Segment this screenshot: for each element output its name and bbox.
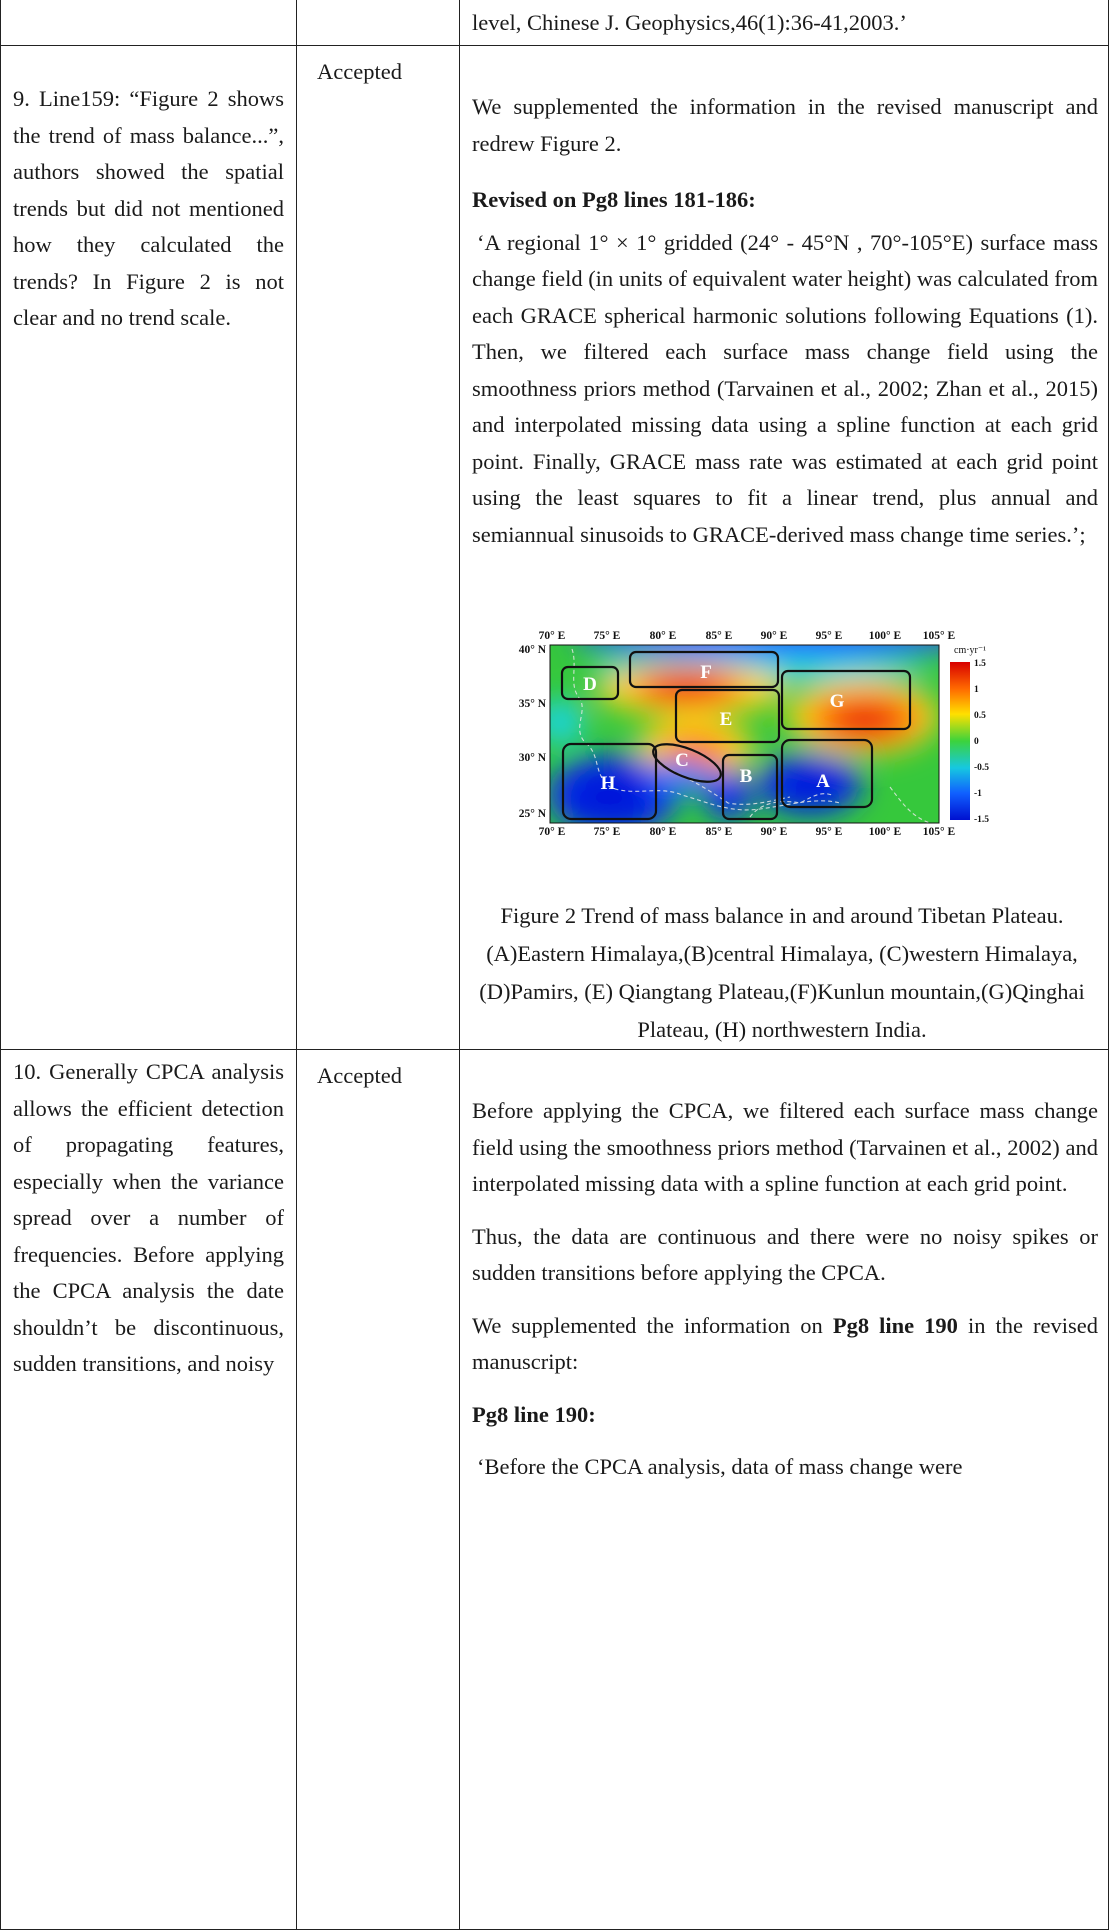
response-cell-10: Before applying the CPCA, we filtered ea… [459,1049,1109,1930]
colorbar-tick: 1.5 [974,659,986,669]
table-row-comment-10: 10. Generally CPCA analysis allows the e… [0,1049,1109,1930]
colorbar-ticks: 1.5 1 0.5 0 -0.5 -1 -1.5 [974,659,989,825]
region-label-c: C [675,750,689,771]
x-tick-bottom: 85° E [706,826,733,838]
colorbar-tick: 1 [974,685,979,695]
response-cell-9: We supplemented the information in the r… [459,45,1109,1050]
status-9-text: Accepted [317,59,402,84]
region-label-h: H [601,773,616,794]
region-label-a: A [816,771,830,792]
table-row-comment-9: 9. Line159: “Figure 2 shows the trend of… [0,45,1109,1050]
region-box-a [780,738,874,809]
region-box-g [780,669,912,731]
status-cell-10: Accepted [296,1049,460,1930]
x-tick-top: 90° E [761,630,788,642]
x-tick-bottom: 80° E [650,826,677,838]
status-cell-9: Accepted [296,45,460,1050]
x-tick-top: 75° E [594,630,621,642]
response-10-heading: Pg8 line 190: [472,1401,596,1427]
table-row-continued: level, Chinese J. Geophysics,46(1):36-41… [0,0,1109,46]
colorbar: cm·yr⁻¹ 1.5 1 0.5 0 -0.5 -1 -1.5 [950,645,989,825]
x-tick-top: 100° E [869,630,902,642]
x-tick-bottom: 95° E [816,826,843,838]
comment-cell-continued [0,0,297,46]
x-tick-top: 80° E [650,630,677,642]
figure-2-caption: Figure 2 Trend of mass balance in and ar… [479,903,1085,1042]
region-label-d: D [583,674,597,695]
region-box-h [561,742,658,821]
y-tick: 35° N [519,698,547,710]
region-label-e: E [720,709,733,730]
colorbar-tick: -1 [974,789,982,799]
x-tick-top: 85° E [706,630,733,642]
response-10-p3-before: We supplemented the information on [472,1312,833,1338]
colorbar-unit: cm·yr⁻¹ [954,645,986,656]
x-tick-top: 70° E [539,630,566,642]
colorbar-tick: 0.5 [974,711,986,721]
trend-field [550,645,939,823]
x-tick-top: 95° E [816,630,843,642]
y-tick: 30° N [519,752,547,764]
comment-cell-10: 10. Generally CPCA analysis allows the e… [0,1049,297,1930]
response-10-p3-after: in the revised manuscript: [472,1312,1099,1375]
response-continued-text: level, Chinese J. Geophysics,46(1):36-41… [472,10,907,35]
response-10-p2: Thus, the data are continuous and there … [472,1223,1098,1286]
colorbar-gradient [950,662,970,820]
response-9-intro: We supplemented the information in the r… [472,94,1098,156]
status-cell-continued [296,0,460,46]
colorbar-tick: 0 [974,737,979,747]
x-tick-top: 105° E [923,630,956,642]
x-tick-bottom: 75° E [594,826,621,838]
response-9-revised-text: ‘A regional 1° × 1° gridded (24° - 45°N … [472,229,1099,547]
response-10-p3: We supplemented the information on Pg8 l… [472,1308,1098,1381]
y-axis: 40° N 35° N 30° N 25° N [519,644,547,820]
region-box-f [628,650,780,689]
colorbar-tick: -0.5 [974,763,989,773]
figure-2-map: D F E G H C B A 70° E 75° E 80° E 85° E … [519,630,990,838]
comment-10-text: 10. Generally CPCA analysis allows the e… [13,1059,284,1376]
x-axis-top: 70° E 75° E 80° E 85° E 90° E 95° E 100°… [539,630,956,642]
region-label-f: F [700,662,712,683]
y-tick: 25° N [519,808,547,820]
comment-9-text: 9. Line159: “Figure 2 shows the trend of… [13,86,284,330]
comment-cell-9: 9. Line159: “Figure 2 shows the trend of… [0,45,297,1050]
status-10-text: Accepted [317,1063,402,1088]
region-box-c [652,743,722,783]
response-9-revised-heading: Revised on Pg8 lines 181-186: [472,187,756,212]
response-10-p4: ‘Before the CPCA analysis, data of mass … [477,1454,963,1479]
region-box-e [674,688,781,744]
colorbar-tick: -1.5 [974,815,989,825]
region-labels: D F E G H C B A [583,662,844,794]
region-label-g: G [830,691,845,712]
region-box-d [560,665,620,701]
response-10-p3-ref: Pg8 line 190 [832,1312,958,1338]
region-boxes [560,650,912,821]
region-box-b [721,753,779,821]
y-tick: 40° N [519,644,547,656]
x-tick-bottom: 90° E [761,826,788,838]
x-axis-bottom: 70° E 75° E 80° E 85° E 90° E 95° E 100°… [539,826,956,838]
response-10-p1: Before applying the CPCA, we filtered ea… [472,1098,1098,1196]
x-tick-bottom: 105° E [923,826,956,838]
x-tick-bottom: 100° E [869,826,902,838]
region-label-b: B [740,766,753,787]
response-cell-continued: level, Chinese J. Geophysics,46(1):36-41… [459,0,1109,46]
x-tick-bottom: 70° E [539,826,566,838]
